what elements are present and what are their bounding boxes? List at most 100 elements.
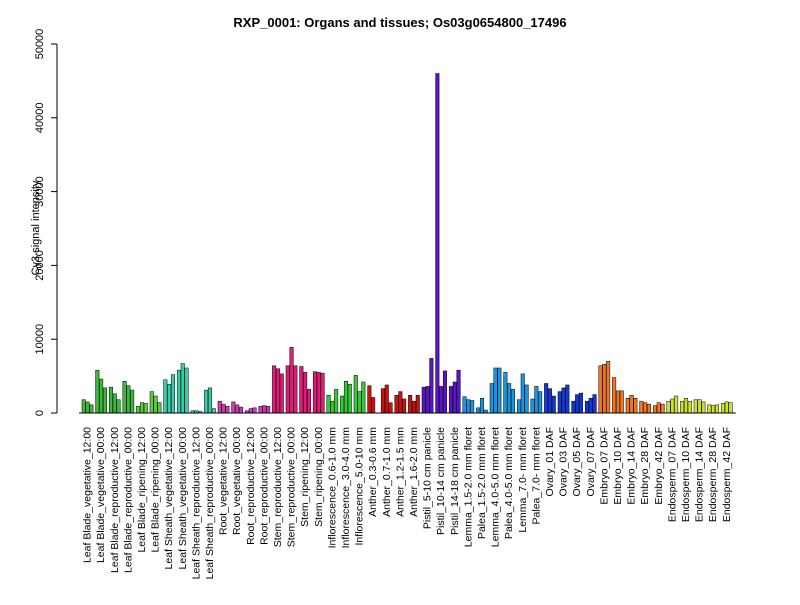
bar — [334, 389, 339, 414]
bar — [394, 395, 399, 414]
bar — [130, 389, 135, 414]
bar — [612, 377, 617, 414]
bar — [357, 391, 362, 414]
bar — [235, 404, 240, 414]
bar — [720, 403, 725, 414]
bar — [225, 406, 230, 414]
bar — [489, 383, 494, 414]
chart-title: RXP_0001: Organs and tissues; Os03g06548… — [233, 15, 566, 30]
bar — [452, 381, 457, 414]
bar — [470, 400, 475, 414]
bar — [347, 383, 352, 414]
bar — [660, 403, 665, 414]
bar — [701, 401, 706, 414]
bar — [157, 402, 162, 414]
bar — [652, 405, 657, 414]
bar — [507, 383, 512, 414]
bar — [211, 408, 216, 414]
bar — [687, 400, 692, 414]
bar — [99, 378, 104, 414]
bar — [167, 383, 172, 414]
bar — [384, 384, 389, 414]
bar — [275, 368, 280, 414]
x-tick-label: Anther_1.6-2.0 mm — [408, 427, 420, 517]
y-tick-label: 0 — [34, 410, 46, 416]
bar — [285, 365, 290, 414]
bar — [565, 384, 570, 414]
bar — [625, 397, 630, 414]
bar — [724, 401, 729, 414]
bar — [674, 395, 679, 414]
bar — [149, 391, 154, 414]
bar — [534, 386, 539, 414]
bar — [606, 361, 611, 414]
bar — [108, 386, 113, 414]
bar — [85, 401, 90, 414]
bar — [510, 389, 515, 414]
bar — [411, 400, 416, 414]
bar — [588, 397, 593, 414]
bar — [633, 397, 638, 414]
x-tick-label: Leaf Blade_ripening_12:00 — [136, 427, 148, 553]
bar — [680, 400, 685, 414]
bar — [353, 375, 358, 414]
bar — [711, 405, 716, 414]
bar — [306, 389, 311, 414]
x-tick-label: Leaf Blade_reproductive_00:00 — [122, 427, 134, 573]
x-tick-label: Embryo_28 DAF — [639, 427, 651, 505]
x-tick-label: Embryo_42 DAF — [653, 427, 665, 505]
bar — [524, 384, 529, 414]
bar — [557, 391, 562, 414]
y-tick-label: 30000 — [34, 176, 46, 207]
bar — [153, 395, 158, 414]
bar — [547, 388, 552, 414]
bar — [126, 385, 131, 414]
y-tick-label: 20000 — [34, 250, 46, 281]
bar — [248, 408, 253, 414]
bar — [262, 405, 267, 414]
x-tick-label: Root_reproductive_12:00 — [245, 427, 257, 545]
bar — [81, 399, 86, 414]
x-tick-label: Root_reproductive_00:00 — [258, 427, 270, 545]
bar — [316, 372, 321, 414]
x-tick-label: Leaf Sheath_vegetative_00:00 — [177, 427, 189, 570]
bar — [89, 404, 94, 414]
bar — [551, 395, 556, 414]
x-tick-label: Inflorescence_5.0-10 mm — [354, 427, 366, 546]
x-tick-label: Leaf Sheath_reproductive_12:00 — [190, 427, 202, 580]
x-tick-label: Pistil_5-10 cm panicle — [422, 427, 434, 529]
x-tick-label: Embryo_14 DAF — [626, 427, 638, 505]
bar — [615, 390, 620, 414]
x-tick-label: Stem_ripening_12:00 — [299, 427, 311, 527]
x-tick-label: Palea_1.5-2.0 mm floret — [476, 427, 488, 539]
x-tick-label: Endosperm_14 DAF — [694, 427, 706, 522]
bar — [361, 381, 366, 414]
y-tick-label: 10000 — [34, 324, 46, 355]
bar — [683, 397, 688, 414]
bar — [122, 381, 127, 414]
bar — [326, 395, 331, 414]
bar — [343, 381, 348, 414]
bar — [184, 367, 189, 414]
x-tick-label: Inflorescence_0.6-1.0 mm — [326, 427, 338, 549]
bar — [561, 387, 566, 414]
bar — [163, 379, 168, 414]
bar — [279, 373, 284, 414]
bar — [435, 73, 440, 414]
bar — [408, 395, 413, 414]
x-tick-label: Lemma_1.5-2.0 mm floret — [462, 427, 474, 547]
bar — [707, 404, 712, 414]
x-tick-label: Endosperm_10 DAF — [680, 427, 692, 522]
x-tick-label: Endosperm_42 DAF — [721, 427, 733, 522]
bar — [516, 399, 521, 414]
bar — [116, 399, 121, 414]
bar — [272, 365, 277, 414]
bar — [575, 394, 580, 414]
bar — [456, 369, 461, 414]
x-tick-label: Palea_4.0-5.0 mm floret — [503, 427, 515, 539]
bar — [95, 369, 100, 414]
bar — [592, 394, 597, 414]
bar — [643, 402, 648, 414]
bar — [258, 406, 263, 414]
bar — [538, 391, 543, 414]
